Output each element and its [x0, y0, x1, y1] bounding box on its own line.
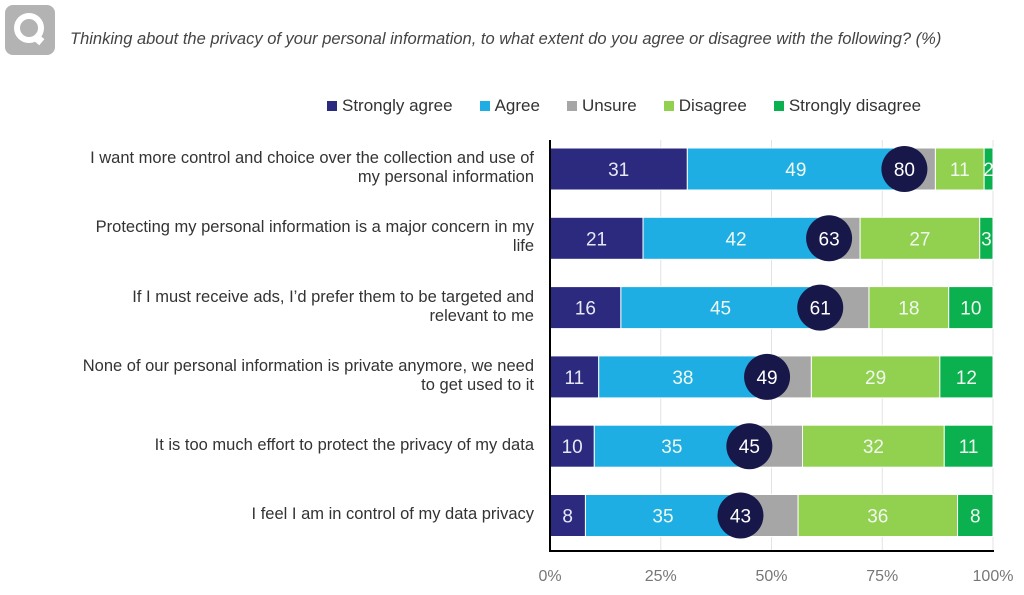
total-agree-bubble — [726, 423, 773, 470]
data-label: 8 — [562, 507, 573, 528]
legend-label: Strongly agree — [342, 96, 453, 115]
data-label: 10 — [960, 299, 981, 320]
category-label-line: to get used to it — [421, 375, 534, 394]
legend: Strongly agree Agree Unsure Disagree Strongl… — [327, 96, 921, 116]
category-label: I want more control and choice over the … — [34, 149, 534, 187]
category-label-line: I want more control and choice over the … — [90, 149, 534, 167]
data-label: 36 — [867, 507, 888, 528]
legend-swatch — [479, 101, 490, 111]
data-label: 32 — [863, 437, 884, 458]
x-tick-label: 25% — [645, 568, 677, 585]
legend-swatch — [566, 101, 577, 111]
legend-label: Strongly disagree — [788, 96, 922, 115]
data-label: 12 — [956, 368, 977, 389]
category-label: If I must receive ads, I’d prefer them t… — [34, 288, 534, 326]
data-label: 11 — [950, 160, 970, 181]
category-label: I feel I am in control of my data privac… — [34, 505, 534, 524]
data-label: 3 — [981, 229, 992, 250]
legend-label: Unsure — [581, 96, 637, 115]
bar-segment — [948, 286, 994, 330]
legend-swatch — [663, 101, 674, 111]
data-label: 21 — [586, 229, 607, 250]
q-logo-icon — [5, 5, 55, 55]
data-label: 27 — [909, 229, 930, 250]
total-agree-label: 49 — [756, 368, 777, 389]
chart-title: Thinking about the privacy of your perso… — [70, 30, 942, 48]
total-agree-label: 43 — [730, 507, 751, 528]
total-agree-bubble — [806, 215, 853, 262]
legend-swatch — [327, 101, 337, 111]
bar-segment — [797, 494, 959, 537]
x-tick-label: 0% — [538, 568, 561, 585]
total-agree-label: 61 — [810, 299, 831, 320]
data-label: 38 — [672, 368, 693, 389]
data-label: 29 — [865, 368, 886, 389]
category-label-line: Protecting my personal information is a … — [95, 218, 534, 237]
total-agree-label: 80 — [894, 160, 915, 181]
data-label: 45 — [710, 299, 731, 320]
x-tick-label: 100% — [973, 568, 1014, 585]
bar-segment — [549, 424, 595, 468]
category-label-line: life — [512, 237, 534, 256]
bar-segment — [593, 424, 750, 468]
data-label: 35 — [661, 437, 682, 458]
category-label-line: relevant to me — [429, 306, 534, 325]
legend-swatch — [773, 101, 784, 111]
legend-item: Strongly disagree — [773, 96, 922, 116]
total-agree-bubble — [744, 353, 791, 400]
legend-item: Strongly agree — [327, 96, 453, 116]
bar-segment — [939, 355, 994, 399]
category-label-line: my personal information — [357, 168, 534, 186]
data-label: 16 — [575, 299, 596, 320]
total-agree-bubble — [797, 284, 844, 331]
total-agree-label: 45 — [739, 437, 760, 458]
total-agree-label: 63 — [819, 229, 840, 250]
data-label: 10 — [562, 437, 583, 458]
category-label: It is too much effort to protect the pri… — [34, 436, 534, 455]
bar-segment — [598, 355, 768, 399]
category-label-line: I feel I am in control of my data privac… — [251, 505, 534, 523]
x-tick-label: 75% — [866, 568, 898, 585]
bar-segment — [620, 286, 821, 330]
bar-segment — [549, 494, 586, 537]
total-agree-bubble — [881, 146, 928, 192]
category-label-line: If I must receive ads, I’d prefer them t… — [132, 287, 534, 306]
bar-segment — [642, 216, 830, 260]
bar-segment — [584, 494, 741, 537]
bar-segment — [859, 216, 981, 260]
data-label: 31 — [608, 160, 629, 181]
data-label: 2 — [983, 160, 994, 181]
data-label: 49 — [785, 160, 806, 181]
category-label-line: It is too much effort to protect the pri… — [154, 435, 534, 454]
data-label: 35 — [652, 507, 673, 528]
x-tick-label: 50% — [755, 568, 787, 585]
bar-segment — [957, 494, 994, 537]
data-label: 42 — [725, 229, 746, 250]
legend-item: Disagree — [663, 96, 747, 116]
data-label: 11 — [959, 437, 979, 458]
bar-segment — [810, 355, 941, 399]
category-label: Protecting my personal information is a … — [34, 218, 534, 256]
legend-label: Agree — [494, 96, 540, 115]
bar-segment — [868, 286, 950, 330]
legend-label: Disagree — [678, 96, 747, 115]
category-label: None of our personal information is priv… — [34, 357, 534, 395]
bar-segment — [549, 216, 644, 260]
data-label: 11 — [564, 368, 584, 389]
data-label: 18 — [898, 299, 919, 320]
bar-segment — [686, 147, 905, 191]
legend-item: Unsure — [566, 96, 637, 116]
bar-segment — [934, 147, 985, 191]
data-label: 8 — [970, 507, 981, 528]
legend-item: Agree — [479, 96, 540, 116]
bar-segment — [943, 424, 994, 468]
bar-segment — [983, 147, 994, 191]
bar-segment — [979, 216, 994, 260]
bar-segment — [549, 355, 600, 399]
total-agree-bubble — [717, 492, 764, 539]
category-label-line: None of our personal information is priv… — [82, 356, 534, 375]
